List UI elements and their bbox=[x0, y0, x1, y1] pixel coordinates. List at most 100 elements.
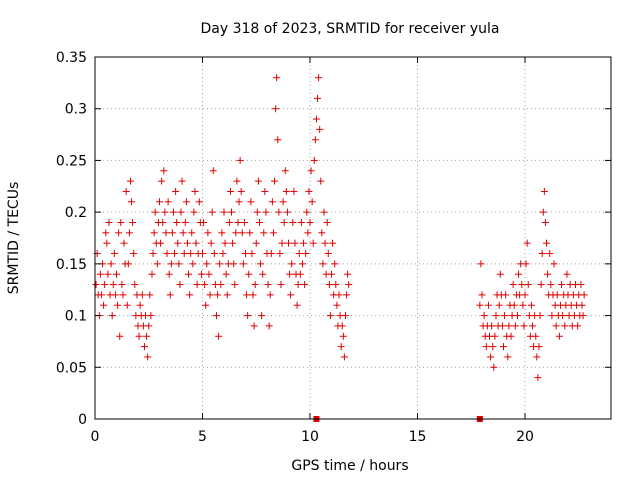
data-point bbox=[158, 177, 166, 185]
data-point bbox=[123, 301, 131, 309]
data-point bbox=[518, 281, 526, 289]
data-point bbox=[126, 177, 134, 185]
data-point bbox=[552, 322, 560, 330]
data-point bbox=[296, 270, 304, 278]
data-point bbox=[149, 250, 157, 258]
x-tick-labels: 0 5 10 15 20 bbox=[91, 429, 534, 445]
data-point bbox=[280, 218, 288, 226]
data-point bbox=[260, 229, 268, 237]
data-point bbox=[232, 229, 240, 237]
data-point bbox=[168, 229, 176, 237]
data-point bbox=[264, 281, 272, 289]
data-point bbox=[228, 208, 236, 216]
data-point bbox=[492, 312, 500, 320]
data-point bbox=[301, 281, 309, 289]
data-point bbox=[265, 322, 273, 330]
data-point bbox=[511, 322, 519, 330]
data-point bbox=[223, 291, 231, 299]
data-point bbox=[111, 291, 119, 299]
data-point bbox=[222, 270, 230, 278]
y-tick-label: 0 bbox=[78, 412, 87, 428]
data-point bbox=[242, 250, 249, 258]
data-point bbox=[300, 239, 308, 247]
data-point bbox=[138, 291, 146, 299]
x-tick-label: 10 bbox=[301, 429, 319, 445]
data-point bbox=[491, 332, 499, 340]
data-point bbox=[97, 291, 105, 299]
data-point bbox=[534, 374, 542, 382]
data-point bbox=[536, 312, 544, 320]
data-point bbox=[495, 301, 503, 309]
data-point bbox=[189, 260, 197, 268]
data-point bbox=[205, 270, 213, 278]
data-point bbox=[527, 301, 535, 309]
data-point bbox=[116, 332, 124, 340]
data-point bbox=[559, 312, 567, 320]
data-point bbox=[294, 281, 302, 289]
data-point bbox=[113, 270, 120, 278]
data-point bbox=[148, 270, 156, 278]
data-point bbox=[480, 312, 488, 320]
data-point bbox=[578, 301, 586, 309]
data-point bbox=[533, 353, 541, 361]
y-tick-label: 0.25 bbox=[56, 153, 87, 169]
data-point bbox=[92, 281, 100, 289]
data-point bbox=[193, 281, 201, 289]
data-point bbox=[108, 312, 116, 320]
data-point bbox=[125, 229, 133, 237]
data-point bbox=[197, 270, 205, 278]
data-point bbox=[267, 250, 275, 258]
data-point bbox=[574, 322, 582, 330]
data-point bbox=[288, 260, 296, 268]
data-point bbox=[175, 260, 183, 268]
data-point bbox=[478, 291, 486, 299]
data-point bbox=[306, 218, 314, 226]
data-point bbox=[103, 239, 111, 247]
data-point bbox=[507, 332, 515, 340]
data-point bbox=[521, 291, 529, 299]
data-point bbox=[261, 187, 269, 195]
data-point bbox=[182, 198, 190, 206]
data-point bbox=[543, 239, 550, 247]
data-point bbox=[117, 218, 125, 226]
x-axis-label: GPS time / hours bbox=[291, 458, 408, 474]
data-point bbox=[240, 218, 248, 226]
data-point bbox=[215, 332, 223, 340]
data-point bbox=[248, 250, 256, 258]
data-point bbox=[246, 229, 254, 237]
data-point bbox=[326, 312, 334, 320]
data-point bbox=[314, 94, 322, 102]
data-point bbox=[332, 281, 340, 289]
data-point bbox=[290, 187, 298, 195]
data-point bbox=[119, 291, 127, 299]
data-point bbox=[276, 250, 284, 258]
y-tick-label: 0.1 bbox=[65, 309, 87, 325]
data-point bbox=[237, 187, 245, 195]
data-point bbox=[190, 208, 198, 216]
data-point bbox=[209, 167, 217, 175]
data-point bbox=[191, 187, 199, 195]
data-point bbox=[561, 322, 569, 330]
data-point bbox=[266, 291, 274, 299]
data-point bbox=[510, 301, 518, 309]
data-point bbox=[161, 208, 169, 216]
data-point bbox=[522, 260, 530, 268]
data-point bbox=[160, 167, 168, 175]
data-point bbox=[163, 250, 171, 258]
data-point bbox=[345, 281, 353, 289]
data-point bbox=[337, 343, 345, 351]
data-point bbox=[539, 208, 547, 216]
data-point bbox=[171, 250, 179, 258]
data-point bbox=[210, 250, 218, 258]
data-point bbox=[343, 291, 351, 299]
data-point bbox=[524, 281, 532, 289]
data-point bbox=[513, 312, 521, 320]
data-point bbox=[225, 218, 233, 226]
data-point bbox=[285, 239, 292, 247]
data-point bbox=[176, 281, 184, 289]
data-point bbox=[312, 115, 320, 123]
axis-ticks bbox=[94, 56, 611, 420]
data-point bbox=[341, 312, 349, 320]
data-points bbox=[92, 74, 588, 422]
